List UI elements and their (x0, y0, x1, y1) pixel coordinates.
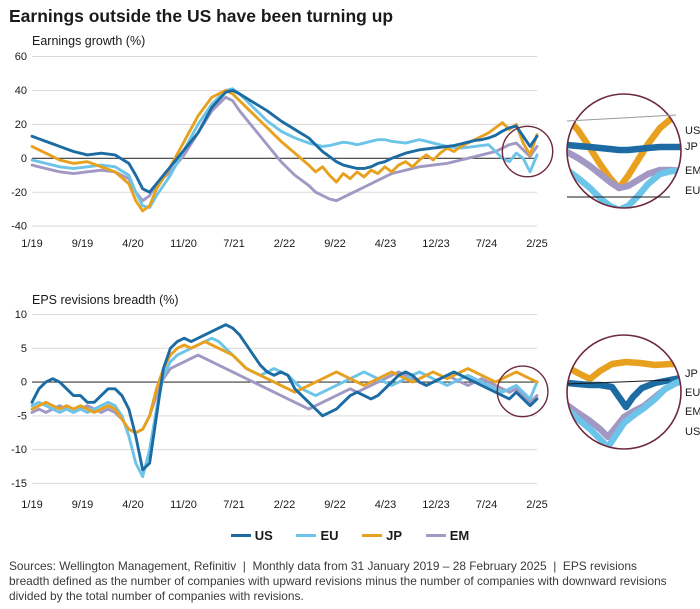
svg-text:7/24: 7/24 (476, 238, 497, 250)
svg-text:-15: -15 (11, 478, 27, 490)
svg-text:-5: -5 (17, 410, 27, 422)
svg-text:4/23: 4/23 (375, 238, 396, 250)
svg-text:7/24: 7/24 (476, 499, 497, 511)
svg-text:9/22: 9/22 (324, 238, 345, 250)
svg-text:2/25: 2/25 (526, 499, 547, 511)
svg-text:10: 10 (15, 309, 27, 321)
svg-text:7/21: 7/21 (223, 238, 244, 250)
svg-text:EM: EM (685, 165, 700, 177)
svg-text:20: 20 (15, 119, 27, 131)
svg-text:-40: -40 (11, 221, 27, 233)
svg-text:1/19: 1/19 (21, 238, 42, 250)
svg-text:JP: JP (685, 368, 698, 380)
svg-text:2/25: 2/25 (526, 238, 547, 250)
svg-text:US: US (685, 125, 700, 137)
svg-text:2/22: 2/22 (274, 499, 295, 511)
svg-text:US: US (685, 426, 700, 438)
svg-text:11/20: 11/20 (170, 499, 197, 511)
svg-text:4/20: 4/20 (122, 499, 143, 511)
svg-text:60: 60 (15, 51, 27, 63)
svg-text:5: 5 (21, 343, 27, 355)
svg-text:2/22: 2/22 (274, 238, 295, 250)
svg-text:4/23: 4/23 (375, 499, 396, 511)
svg-text:EU: EU (685, 387, 700, 399)
svg-text:9/22: 9/22 (324, 499, 345, 511)
svg-text:12/23: 12/23 (422, 238, 450, 250)
svg-text:-10: -10 (11, 444, 27, 456)
svg-text:11/20: 11/20 (170, 238, 197, 250)
svg-text:-20: -20 (11, 187, 27, 199)
svg-text:40: 40 (15, 85, 27, 97)
svg-text:EU: EU (685, 185, 700, 197)
svg-text:0: 0 (21, 153, 27, 165)
svg-text:9/19: 9/19 (72, 238, 93, 250)
svg-text:1/19: 1/19 (21, 499, 42, 511)
svg-text:4/20: 4/20 (122, 238, 143, 250)
svg-text:9/19: 9/19 (72, 499, 93, 511)
svg-text:12/23: 12/23 (422, 499, 450, 511)
svg-text:EM: EM (685, 406, 700, 418)
svg-text:JP: JP (685, 141, 698, 153)
svg-text:0: 0 (21, 377, 27, 389)
svg-text:7/21: 7/21 (223, 499, 244, 511)
